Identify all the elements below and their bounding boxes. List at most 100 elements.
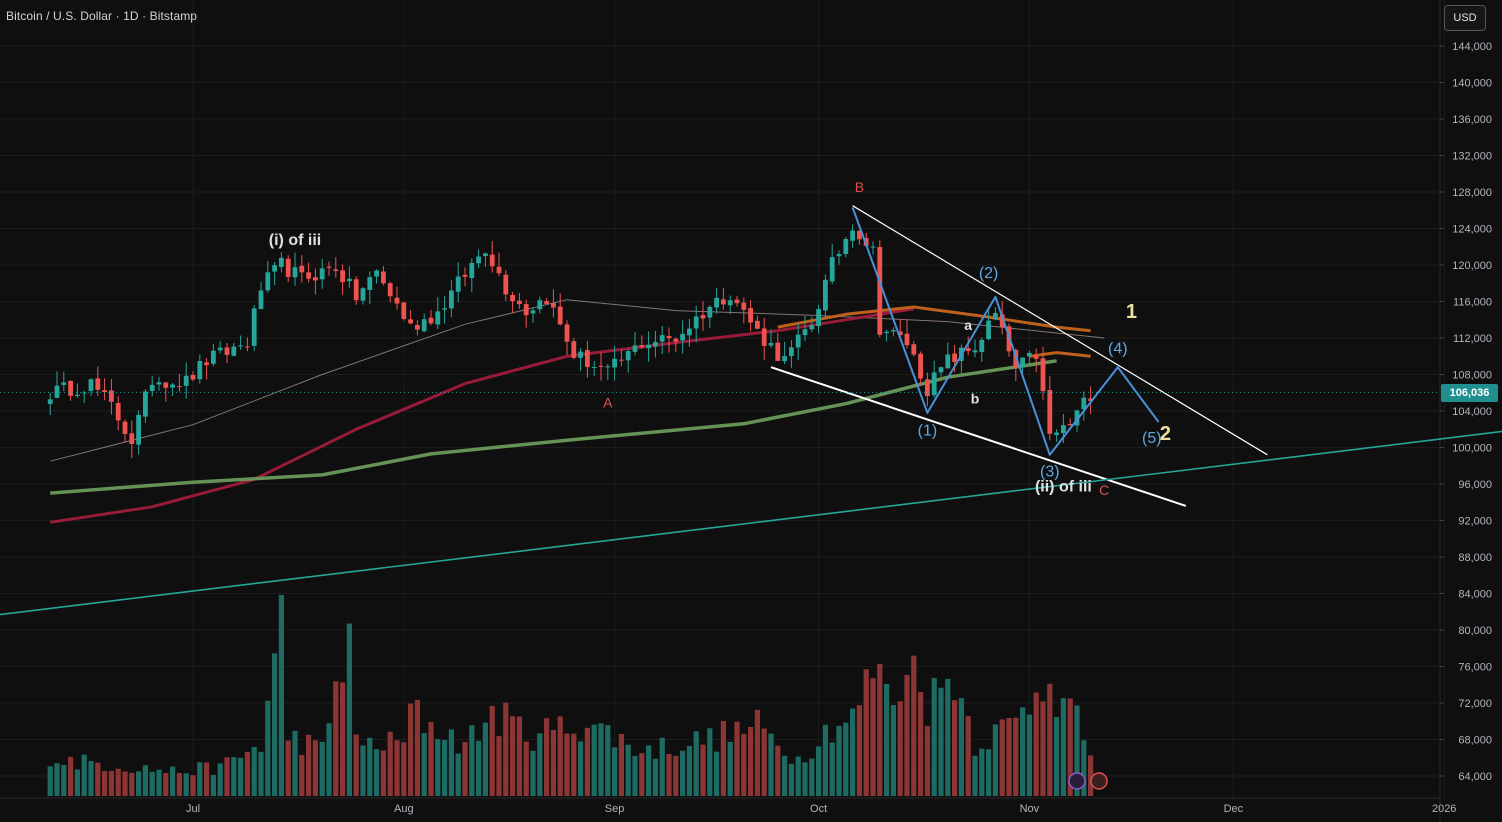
candle [891,330,896,332]
volume-bar [380,750,386,796]
candle [408,319,413,324]
candle [156,382,162,385]
volume-bar [673,755,679,796]
candle [619,359,624,361]
y-tick-label: 88,000 [1458,552,1492,564]
volume-bar [775,745,781,796]
volume-bar [782,755,788,796]
candle [211,350,216,364]
volume-bar [442,740,448,796]
candle [993,313,998,320]
candle [81,392,87,394]
candle [462,274,468,277]
y-tick-label: 68,000 [1458,735,1492,747]
volume-bar [469,725,475,796]
candle [224,347,230,355]
candle [925,379,930,396]
x-tick-label: Sep [605,803,625,815]
y-tick-label: 124,000 [1452,224,1492,236]
candle [802,329,808,336]
candle [333,269,339,272]
candle [952,353,957,363]
volume-bar [591,724,597,796]
volume-bar [346,623,352,796]
currency-button[interactable]: USD [1444,5,1486,31]
candle [639,345,645,348]
volume-bar [1013,717,1019,796]
volume-bar [149,771,155,796]
candle [707,306,713,318]
volume-bar [299,754,305,796]
volume-bar [258,751,264,796]
candle [401,302,407,319]
candle [163,382,169,388]
volume-bar [272,653,278,796]
volume-bar [163,772,169,796]
candle [748,308,753,323]
candle [292,267,298,278]
candle [1027,353,1032,357]
volume-bar [1081,740,1087,796]
candle [727,300,733,306]
candle [61,382,67,385]
candle [54,385,60,398]
candle [449,290,454,309]
y-tick-label: 140,000 [1452,78,1492,90]
volume-bar [1020,707,1026,796]
candle [945,354,951,369]
candle [605,366,611,368]
candle [911,344,917,355]
candle [170,384,175,388]
x-tick-label: Jul [186,803,200,815]
volume-bar [47,766,53,796]
volume-bar [217,763,223,796]
volume-bar [822,724,828,796]
candle [693,316,699,329]
candle [279,257,284,267]
candle [782,356,787,362]
candle [319,268,325,280]
volume-bar [251,746,257,796]
volume-bar [476,740,482,796]
candle [897,331,903,336]
candle [75,394,80,396]
candle [931,372,937,396]
candle [115,403,121,421]
volume-bar [965,716,971,796]
candle [625,351,631,361]
volume-bar [285,740,291,796]
candle [197,360,203,380]
volume-bar [61,764,67,796]
candle [530,310,536,314]
volume-bar [571,733,577,796]
candle [483,253,488,257]
volume-bar [612,747,618,796]
volume-bar [605,725,611,796]
volume-bar [183,773,189,796]
candle [537,300,543,310]
volume-bar [129,772,135,796]
volume-bar [598,723,604,796]
volume-bar [550,730,556,796]
lower-wedge-line [770,366,1187,507]
flag-icon [1090,772,1108,790]
volume-bar [618,733,624,796]
candle [1067,424,1073,426]
volume-bar [224,757,230,796]
candle [387,283,393,297]
volume-bar [448,729,454,796]
x-tick-label: Oct [810,803,827,815]
candle [564,324,570,342]
volume-bar [850,708,856,796]
candle [415,325,420,330]
volume-bar [394,740,400,796]
volume-bar [884,684,890,796]
candle [761,328,767,346]
volume-bar [523,741,529,796]
candle [272,265,277,272]
volume-bar [312,740,318,796]
volume-bar [306,734,312,796]
volume-bar [231,757,237,796]
candle [68,380,73,396]
